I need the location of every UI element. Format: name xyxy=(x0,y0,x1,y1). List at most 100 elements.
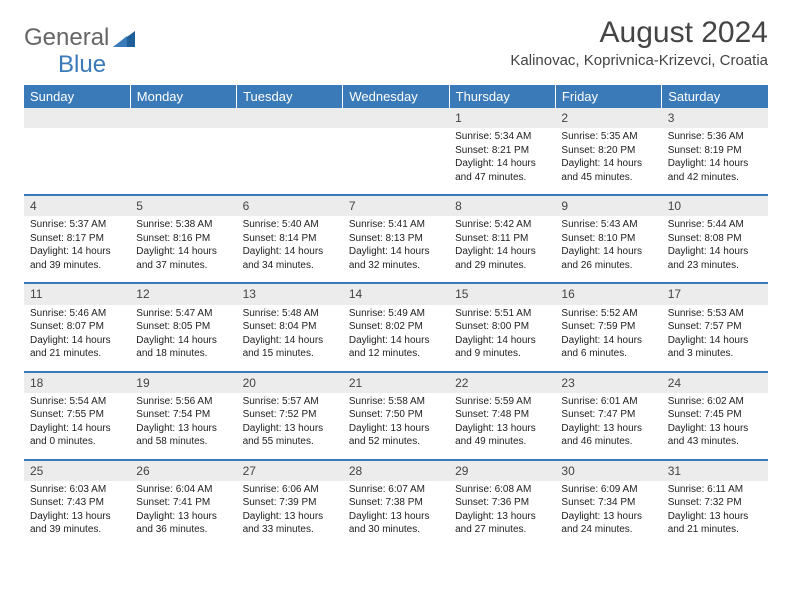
calendar-week-row: 1Sunrise: 5:34 AMSunset: 8:21 PMDaylight… xyxy=(24,108,768,195)
calendar-day-cell: 11 Sunrise: 5:46 AMSunset: 8:07 PMDayligh… xyxy=(24,283,130,371)
calendar-day-cell: 27Sunrise: 6:06 AMSunset: 7:39 PMDayligh… xyxy=(237,460,343,547)
day-body: Sunrise: 6:07 AMSunset: 7:38 PMDaylight:… xyxy=(343,481,449,547)
day-body: Sunrise: 5:54 AMSunset: 7:55 PMDaylight:… xyxy=(24,393,130,459)
sunset-line: Sunset: 8:13 PM xyxy=(349,232,443,246)
day-number: 8 xyxy=(449,196,555,216)
sunrise-line: Sunrise: 5:48 AM xyxy=(243,307,337,321)
day-body: Sunrise: 5:57 AMSunset: 7:52 PMDaylight:… xyxy=(237,393,343,459)
day-number: 28 xyxy=(343,461,449,481)
day-number: 1 xyxy=(449,108,555,128)
daylight-line: Daylight: 14 hours and 32 minutes. xyxy=(349,245,443,272)
day-number: 12 xyxy=(130,284,236,304)
sunset-line: Sunset: 7:55 PM xyxy=(30,408,124,422)
calendar-day-cell: 26Sunrise: 6:04 AMSunset: 7:41 PMDayligh… xyxy=(130,460,236,547)
calendar-day-cell: 28Sunrise: 6:07 AMSunset: 7:38 PMDayligh… xyxy=(343,460,449,547)
sunset-line: Sunset: 8:10 PM xyxy=(561,232,655,246)
sunset-line: Sunset: 7:48 PM xyxy=(455,408,549,422)
calendar-day-cell: 1Sunrise: 5:34 AMSunset: 8:21 PMDaylight… xyxy=(449,108,555,195)
calendar-day-cell: 23Sunrise: 6:01 AMSunset: 7:47 PMDayligh… xyxy=(555,372,661,460)
calendar-day-cell: 31Sunrise: 6:11 AMSunset: 7:32 PMDayligh… xyxy=(662,460,768,547)
weekday-header: Friday xyxy=(555,85,661,108)
sunset-line: Sunset: 7:50 PM xyxy=(349,408,443,422)
sunset-line: Sunset: 7:32 PM xyxy=(668,496,762,510)
sunrise-line: Sunrise: 6:01 AM xyxy=(561,395,655,409)
calendar-day-cell: 25Sunrise: 6:03 AMSunset: 7:43 PMDayligh… xyxy=(24,460,130,547)
day-number: 11 xyxy=(24,284,130,304)
calendar-day-cell: 10Sunrise: 5:44 AMSunset: 8:08 PMDayligh… xyxy=(662,195,768,283)
daylight-line: Daylight: 13 hours and 27 minutes. xyxy=(455,510,549,537)
day-number: 5 xyxy=(130,196,236,216)
sunrise-line: Sunrise: 5:38 AM xyxy=(136,218,230,232)
calendar-day-cell: 19Sunrise: 5:56 AMSunset: 7:54 PMDayligh… xyxy=(130,372,236,460)
sunrise-line: Sunrise: 5:42 AM xyxy=(455,218,549,232)
daylight-line: Daylight: 14 hours and 26 minutes. xyxy=(561,245,655,272)
calendar-table: SundayMondayTuesdayWednesdayThursdayFrid… xyxy=(24,85,768,547)
calendar-day-cell: 29Sunrise: 6:08 AMSunset: 7:36 PMDayligh… xyxy=(449,460,555,547)
calendar-week-row: 11Sunrise: 5:46 AMSunset: 8:07 PMDayligh… xyxy=(24,283,768,371)
day-body-empty xyxy=(237,128,343,194)
day-number: 15 xyxy=(449,284,555,304)
calendar-day-cell: 4Sunrise: 5:37 AMSunset: 8:17 PMDaylight… xyxy=(24,195,130,283)
sunset-line: Sunset: 7:41 PM xyxy=(136,496,230,510)
sunrise-line: Sunrise: 5:53 AM xyxy=(668,307,762,321)
sunrise-line: Sunrise: 6:06 AM xyxy=(243,483,337,497)
daylight-line: Daylight: 14 hours and 39 minutes. xyxy=(30,245,124,272)
sunrise-line: Sunrise: 5:59 AM xyxy=(455,395,549,409)
day-body-empty xyxy=(24,128,130,194)
sunrise-line: Sunrise: 5:36 AM xyxy=(668,130,762,144)
calendar-week-row: 25Sunrise: 6:03 AMSunset: 7:43 PMDayligh… xyxy=(24,460,768,547)
sunrise-line: Sunrise: 6:11 AM xyxy=(668,483,762,497)
daylight-line: Daylight: 14 hours and 9 minutes. xyxy=(455,334,549,361)
day-number: 6 xyxy=(237,196,343,216)
calendar-day-cell: 20Sunrise: 5:57 AMSunset: 7:52 PMDayligh… xyxy=(237,372,343,460)
daylight-line: Daylight: 14 hours and 15 minutes. xyxy=(243,334,337,361)
day-body: Sunrise: 5:41 AMSunset: 8:13 PMDaylight:… xyxy=(343,216,449,282)
calendar-day-cell: 3Sunrise: 5:36 AMSunset: 8:19 PMDaylight… xyxy=(662,108,768,195)
calendar-day-cell: 13Sunrise: 5:48 AMSunset: 8:04 PMDayligh… xyxy=(237,283,343,371)
daylight-line: Daylight: 14 hours and 21 minutes. xyxy=(30,334,124,361)
day-number: 3 xyxy=(662,108,768,128)
weekday-header: Tuesday xyxy=(237,85,343,108)
calendar-day-cell: 16Sunrise: 5:52 AMSunset: 7:59 PMDayligh… xyxy=(555,283,661,371)
weekday-header: Thursday xyxy=(449,85,555,108)
day-number-empty xyxy=(24,108,130,128)
calendar-day-cell: 9Sunrise: 5:43 AMSunset: 8:10 PMDaylight… xyxy=(555,195,661,283)
calendar-day-cell: 17Sunrise: 5:53 AMSunset: 7:57 PMDayligh… xyxy=(662,283,768,371)
daylight-line: Daylight: 14 hours and 47 minutes. xyxy=(455,157,549,184)
sunrise-line: Sunrise: 5:34 AM xyxy=(455,130,549,144)
sunset-line: Sunset: 8:04 PM xyxy=(243,320,337,334)
weekday-header: Wednesday xyxy=(343,85,449,108)
logo-triangle-icon xyxy=(113,26,135,54)
day-body: Sunrise: 5:49 AMSunset: 8:02 PMDaylight:… xyxy=(343,305,449,371)
day-number-empty xyxy=(237,108,343,128)
sunrise-line: Sunrise: 5:46 AM xyxy=(30,307,124,321)
sunrise-line: Sunrise: 6:09 AM xyxy=(561,483,655,497)
day-number: 25 xyxy=(24,461,130,481)
daylight-line: Daylight: 14 hours and 29 minutes. xyxy=(455,245,549,272)
day-body: Sunrise: 5:52 AMSunset: 7:59 PMDaylight:… xyxy=(555,305,661,371)
daylight-line: Daylight: 14 hours and 42 minutes. xyxy=(668,157,762,184)
sunrise-line: Sunrise: 5:40 AM xyxy=(243,218,337,232)
sunset-line: Sunset: 8:05 PM xyxy=(136,320,230,334)
calendar-day-cell: 21Sunrise: 5:58 AMSunset: 7:50 PMDayligh… xyxy=(343,372,449,460)
day-body: Sunrise: 6:08 AMSunset: 7:36 PMDaylight:… xyxy=(449,481,555,547)
day-number: 20 xyxy=(237,373,343,393)
daylight-line: Daylight: 13 hours and 55 minutes. xyxy=(243,422,337,449)
sunset-line: Sunset: 7:57 PM xyxy=(668,320,762,334)
sunset-line: Sunset: 7:52 PM xyxy=(243,408,337,422)
calendar-day-cell: 14Sunrise: 5:49 AMSunset: 8:02 PMDayligh… xyxy=(343,283,449,371)
daylight-line: Daylight: 14 hours and 6 minutes. xyxy=(561,334,655,361)
day-body: Sunrise: 6:03 AMSunset: 7:43 PMDaylight:… xyxy=(24,481,130,547)
sunset-line: Sunset: 8:07 PM xyxy=(30,320,124,334)
day-body: Sunrise: 5:48 AMSunset: 8:04 PMDaylight:… xyxy=(237,305,343,371)
sunrise-line: Sunrise: 6:04 AM xyxy=(136,483,230,497)
day-number: 10 xyxy=(662,196,768,216)
sunset-line: Sunset: 7:43 PM xyxy=(30,496,124,510)
daylight-line: Daylight: 14 hours and 18 minutes. xyxy=(136,334,230,361)
calendar-day-cell: 18Sunrise: 5:54 AMSunset: 7:55 PMDayligh… xyxy=(24,372,130,460)
sunset-line: Sunset: 7:45 PM xyxy=(668,408,762,422)
weekday-header: Saturday xyxy=(662,85,768,108)
calendar-day-cell: 15Sunrise: 5:51 AMSunset: 8:00 PMDayligh… xyxy=(449,283,555,371)
sunrise-line: Sunrise: 5:44 AM xyxy=(668,218,762,232)
daylight-line: Daylight: 14 hours and 12 minutes. xyxy=(349,334,443,361)
